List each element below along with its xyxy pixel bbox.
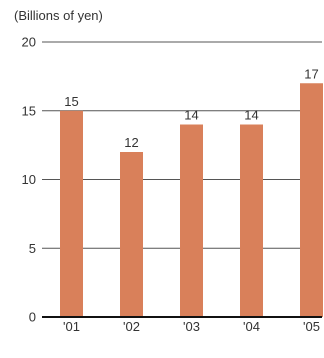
- bar-4: [300, 83, 323, 317]
- data-label: 14: [184, 108, 198, 123]
- y-tick-label: 5: [29, 241, 36, 256]
- y-tick-label: 10: [22, 172, 36, 187]
- data-label: 17: [304, 66, 318, 81]
- x-tick-label: '01: [63, 319, 80, 334]
- y-tick-label: 20: [22, 35, 36, 50]
- x-tick-label: '02: [123, 319, 140, 334]
- data-label: 15: [64, 94, 78, 109]
- x-tick-label: '05: [303, 319, 320, 334]
- y-unit-label: (Billions of yen): [14, 8, 103, 23]
- bar-3: [240, 124, 263, 317]
- data-label: 12: [124, 135, 138, 150]
- x-tick-label: '03: [183, 319, 200, 334]
- bar-2: [180, 124, 203, 317]
- bar-0: [60, 110, 83, 317]
- bar-1: [120, 152, 143, 317]
- x-tick-label: '04: [243, 319, 260, 334]
- data-label: 14: [244, 108, 258, 123]
- y-tick-label: 15: [22, 103, 36, 118]
- y-tick-label: 0: [29, 310, 36, 325]
